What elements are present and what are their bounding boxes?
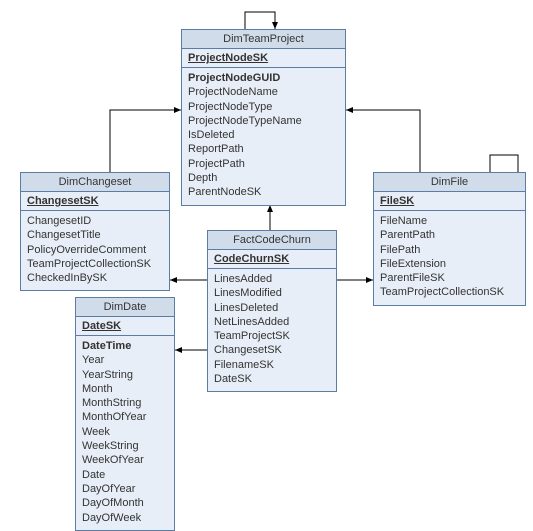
entity-title: DimChangeset [21, 173, 169, 192]
edge-dimfile-dimteamproject [346, 110, 420, 172]
entity-attr: WeekOfYear [82, 453, 168, 467]
entity-attr: NetLinesAdded [214, 315, 330, 329]
entity-attr: ProjectNodeGUID [188, 71, 339, 85]
entity-attr: DateTime [82, 339, 168, 353]
entity-dimdate: DimDateDateSKDateTimeYearYearStringMonth… [75, 297, 175, 531]
entity-attr: ChangesetSK [214, 343, 330, 357]
entity-attr: DayOfWeek [82, 511, 168, 525]
edge-self-dimteamproject [245, 12, 275, 29]
entity-attr: ParentPath [380, 228, 519, 242]
entity-attr: ChangesetTitle [27, 228, 163, 242]
entity-factcodechurn: FactCodeChurnCodeChurnSKLinesAddedLinesM… [207, 230, 337, 392]
entity-attr: Date [82, 468, 168, 482]
entity-attr: TeamProjectCollectionSK [380, 285, 519, 299]
entity-attr: ProjectNodeType [188, 100, 339, 114]
entity-attr: PolicyOverrideComment [27, 243, 163, 257]
entity-attrs: ChangesetIDChangesetTitlePolicyOverrideC… [21, 211, 169, 290]
entity-attr: IsDeleted [188, 128, 339, 142]
entity-attr: WeekString [82, 439, 168, 453]
entity-attrs: ProjectNodeGUIDProjectNodeNameProjectNod… [182, 68, 345, 205]
entity-attr: Year [82, 353, 168, 367]
entity-dimchangeset: DimChangesetChangesetSKChangesetIDChange… [20, 172, 170, 291]
entity-attr: FilenameSK [214, 358, 330, 372]
entity-attr: MonthString [82, 396, 168, 410]
entity-attr: Month [82, 382, 168, 396]
entity-attr: ProjectPath [188, 157, 339, 171]
entity-title: FactCodeChurn [208, 231, 336, 250]
entity-attr: MonthOfYear [82, 410, 168, 424]
entity-attr: TeamProjectSK [214, 329, 330, 343]
entity-dimteamproject: DimTeamProjectProjectNodeSKProjectNodeGU… [181, 29, 346, 206]
entity-attr: DayOfYear [82, 482, 168, 496]
entity-attr: ParentNodeSK [188, 185, 339, 199]
entity-attr: LinesDeleted [214, 301, 330, 315]
entity-attr: ChangesetID [27, 214, 163, 228]
entity-attrs: DateTimeYearYearStringMonthMonthStringMo… [76, 336, 174, 530]
entity-title: DimDate [76, 298, 174, 317]
entity-attr: LinesAdded [214, 272, 330, 286]
edge-dimchangeset-dimteamproject [110, 110, 181, 172]
entity-pk: ChangesetSK [21, 192, 169, 211]
entity-attr: Week [82, 425, 168, 439]
entity-attr: ProjectNodeName [188, 85, 339, 99]
entity-attr: TeamProjectCollectionSK [27, 257, 163, 271]
entity-attrs: LinesAddedLinesModifiedLinesDeletedNetLi… [208, 269, 336, 391]
entity-attr: LinesModified [214, 286, 330, 300]
entity-pk: CodeChurnSK [208, 250, 336, 269]
entity-attr: ProjectNodeTypeName [188, 114, 339, 128]
entity-attr: YearString [82, 368, 168, 382]
entity-attr: ParentFileSK [380, 271, 519, 285]
entity-attr: ReportPath [188, 142, 339, 156]
entity-attr: FilePath [380, 243, 519, 257]
entity-title: DimFile [374, 173, 525, 192]
entity-dimfile: DimFileFileSKFileNameParentPathFilePathF… [373, 172, 526, 306]
entity-pk: DateSK [76, 317, 174, 336]
entity-title: DimTeamProject [182, 30, 345, 49]
entity-pk: ProjectNodeSK [182, 49, 345, 68]
entity-attr: DateSK [214, 372, 330, 386]
entity-attr: CheckedInBySK [27, 271, 163, 285]
entity-attr: FileExtension [380, 257, 519, 271]
entity-attrs: FileNameParentPathFilePathFileExtensionP… [374, 211, 525, 305]
entity-pk: FileSK [374, 192, 525, 211]
entity-attr: DayOfMonth [82, 496, 168, 510]
entity-attr: FileName [380, 214, 519, 228]
entity-attr: Depth [188, 171, 339, 185]
